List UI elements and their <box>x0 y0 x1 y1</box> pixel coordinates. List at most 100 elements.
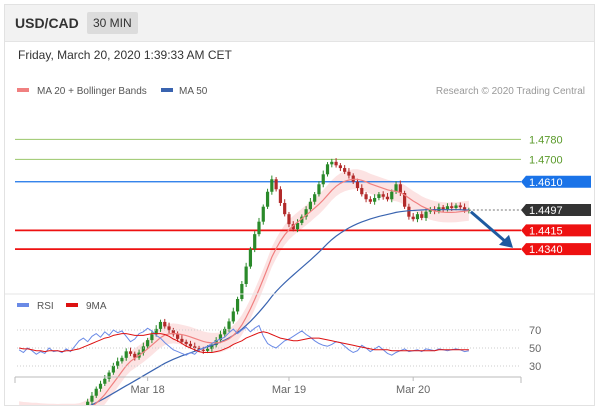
candle-body <box>394 184 398 192</box>
rsi-legend-label: RSI <box>37 301 54 312</box>
candle-body <box>325 164 330 175</box>
candle-body <box>124 351 128 358</box>
candle-body <box>450 206 454 208</box>
candle-body <box>244 266 248 285</box>
candle-body <box>154 328 158 335</box>
candle-body <box>291 224 295 230</box>
ma50-legend-label: MA 50 <box>179 86 208 97</box>
forecast-arrow-head <box>499 234 513 248</box>
x-tick-label: Mar 18 <box>131 384 165 396</box>
level-label-1.4610: 1.4610 <box>529 177 563 189</box>
ma20-line <box>93 178 469 405</box>
level-label-1.4780: 1.4780 <box>529 134 563 146</box>
candle-body <box>381 194 385 197</box>
candle-body <box>355 181 360 189</box>
timeframe-badge[interactable]: 30 MIN <box>87 12 138 34</box>
candle-body <box>424 211 428 218</box>
candle-body <box>441 207 445 210</box>
rsi-ma-legend-swatch <box>66 303 78 307</box>
candle-body <box>334 161 338 166</box>
candle-body <box>403 193 407 207</box>
candle-body <box>265 191 270 207</box>
candle-body <box>368 199 372 202</box>
candle-body <box>231 311 235 322</box>
candle-body <box>308 201 312 210</box>
candle-body <box>360 188 364 195</box>
rsi-tick-label: 70 <box>529 325 541 337</box>
candle-body <box>338 165 342 169</box>
candle-body <box>270 179 274 192</box>
candle-body <box>176 334 180 339</box>
candle-body <box>330 161 334 165</box>
chart-header: USD/CAD 30 MIN <box>5 5 594 42</box>
level-tag-1.4340 <box>521 243 591 256</box>
level-label-1.4415: 1.4415 <box>529 225 563 237</box>
candle-body <box>317 184 321 195</box>
candle-body <box>347 171 351 176</box>
candle-body <box>120 357 124 362</box>
rsi-line <box>18 324 470 356</box>
candle-body <box>287 214 291 225</box>
candle-body <box>343 168 347 172</box>
candle-body <box>373 197 377 202</box>
candle-body <box>445 206 450 210</box>
candle-body <box>197 348 201 350</box>
candle-body <box>278 189 283 203</box>
candle-body <box>420 214 424 218</box>
candle-body <box>253 234 257 250</box>
candle-body <box>390 191 394 200</box>
candle-body <box>133 353 137 358</box>
candle-body <box>415 214 420 220</box>
candle-body <box>458 205 462 208</box>
candle-body <box>116 361 120 366</box>
candle-body <box>86 401 90 405</box>
ma20-legend-swatch <box>17 88 29 92</box>
bollinger-band <box>19 169 469 405</box>
rsi-ma-line <box>18 331 469 353</box>
candle-body <box>411 216 415 220</box>
candle-body <box>248 249 253 267</box>
rsi-legend-swatch <box>17 303 29 307</box>
candle-body <box>188 343 193 347</box>
level-tag-1.4415 <box>521 224 591 237</box>
candle-body <box>240 284 244 299</box>
current-price-label: 1.4497 <box>529 205 563 217</box>
candle-body <box>462 207 467 211</box>
candle-body <box>235 298 240 312</box>
x-tick-label: Mar 20 <box>396 384 430 396</box>
rsi-ma-legend-label: 9MA <box>86 301 107 312</box>
candle-body <box>274 179 278 190</box>
candle-body <box>167 326 171 331</box>
ma50-line <box>89 209 469 405</box>
candle-body <box>223 328 227 335</box>
candle-body <box>351 175 355 182</box>
candle-body <box>98 383 103 389</box>
candle-body <box>111 365 115 373</box>
candle-body <box>313 194 317 202</box>
forecast-arrow-shaft <box>469 210 508 244</box>
candle-body <box>150 334 154 341</box>
candle-body <box>304 209 308 217</box>
candle-body <box>428 209 432 212</box>
candle-body <box>261 206 265 222</box>
candle-body <box>163 321 167 327</box>
instrument-title: USD/CAD <box>15 15 79 31</box>
candle-body <box>295 222 300 230</box>
candle-body <box>90 395 94 402</box>
candle-body <box>184 341 188 344</box>
candle-body <box>205 348 210 351</box>
candle-body <box>180 338 184 342</box>
level-label-1.4700: 1.4700 <box>529 154 563 166</box>
candle-body <box>407 206 411 217</box>
ma20-legend-label: MA 20 + Bollinger Bands <box>37 86 147 97</box>
candle-body <box>141 346 145 353</box>
candle-body <box>94 388 98 396</box>
candle-body <box>321 174 325 185</box>
candle-body <box>283 202 287 215</box>
candle-body <box>210 345 214 349</box>
research-credit: Research © 2020 Trading Central <box>436 86 585 97</box>
candle-body <box>257 221 261 235</box>
price-chart: MA 20 + Bollinger Bands MA 50 Research ©… <box>5 86 594 405</box>
level-tag-1.4610 <box>521 175 591 188</box>
rsi-tick-label: 50 <box>529 343 541 355</box>
